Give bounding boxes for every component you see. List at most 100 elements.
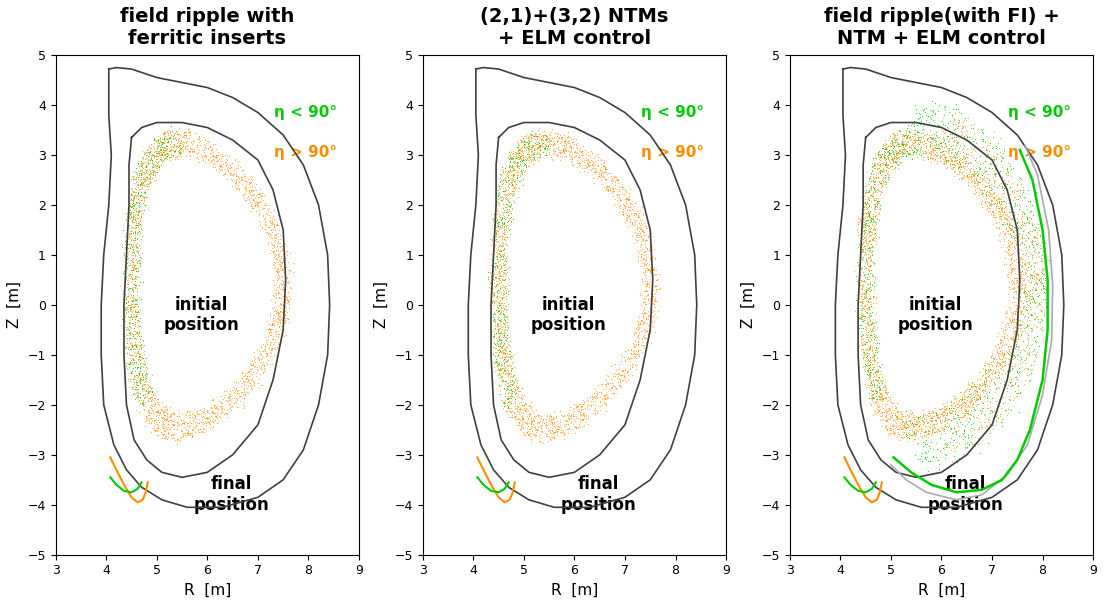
Point bbox=[506, 403, 523, 413]
Point bbox=[864, 191, 882, 201]
Point bbox=[144, 386, 161, 396]
Point bbox=[139, 159, 157, 168]
Point bbox=[564, 160, 582, 170]
Point bbox=[990, 223, 1008, 232]
Point bbox=[167, 133, 184, 143]
Point bbox=[523, 150, 541, 160]
Point bbox=[881, 423, 899, 433]
Point bbox=[166, 410, 183, 419]
Point bbox=[644, 322, 661, 332]
Point bbox=[125, 264, 142, 274]
Point bbox=[985, 199, 1002, 209]
Point bbox=[996, 183, 1013, 193]
Point bbox=[629, 210, 647, 220]
Point bbox=[616, 368, 634, 378]
Point bbox=[537, 141, 554, 151]
Point bbox=[596, 394, 614, 404]
Point bbox=[923, 144, 941, 154]
Point bbox=[936, 154, 954, 163]
Point bbox=[147, 399, 164, 409]
Point bbox=[576, 145, 594, 155]
Point bbox=[231, 393, 248, 402]
Point bbox=[491, 339, 509, 349]
Point bbox=[1019, 364, 1037, 373]
Point bbox=[986, 154, 1004, 164]
Point bbox=[272, 290, 289, 299]
Point bbox=[990, 223, 1008, 232]
Point bbox=[215, 404, 233, 414]
Point bbox=[206, 404, 224, 413]
Point bbox=[533, 427, 551, 437]
Point bbox=[890, 145, 907, 155]
Point bbox=[994, 208, 1011, 217]
Point bbox=[243, 359, 261, 368]
Point bbox=[963, 394, 980, 404]
Point bbox=[944, 407, 962, 416]
Point bbox=[569, 162, 586, 171]
Point bbox=[873, 187, 891, 197]
Point bbox=[1020, 350, 1038, 360]
Point bbox=[1010, 240, 1028, 249]
Point bbox=[526, 147, 543, 157]
Point bbox=[121, 304, 139, 314]
Point bbox=[871, 200, 889, 210]
Point bbox=[538, 134, 555, 143]
Point bbox=[928, 156, 946, 166]
Point bbox=[1025, 332, 1042, 341]
Point bbox=[872, 151, 890, 161]
Point bbox=[965, 188, 983, 198]
Point bbox=[119, 306, 137, 316]
Point bbox=[935, 404, 953, 414]
Point bbox=[1018, 319, 1036, 329]
Point bbox=[514, 165, 532, 175]
Point bbox=[1018, 363, 1036, 373]
Point bbox=[130, 345, 148, 355]
Point bbox=[141, 408, 159, 417]
Point bbox=[141, 178, 159, 188]
Point bbox=[233, 379, 251, 388]
Point bbox=[1031, 231, 1049, 240]
Point bbox=[952, 141, 969, 151]
Point bbox=[125, 389, 142, 399]
Point bbox=[859, 209, 877, 218]
Point bbox=[195, 409, 213, 419]
Point bbox=[636, 247, 654, 257]
Point bbox=[491, 323, 509, 333]
Point bbox=[920, 428, 937, 437]
Point bbox=[131, 398, 149, 408]
Point bbox=[182, 137, 200, 147]
Point bbox=[905, 147, 923, 157]
Point bbox=[857, 241, 874, 251]
Point bbox=[277, 330, 295, 340]
Point bbox=[1022, 206, 1040, 216]
Point bbox=[157, 401, 174, 411]
Point bbox=[965, 411, 983, 421]
Point bbox=[130, 396, 148, 405]
Point bbox=[486, 226, 503, 235]
Point bbox=[856, 292, 873, 302]
Point bbox=[1031, 273, 1049, 283]
X-axis label: R  [m]: R [m] bbox=[551, 583, 598, 598]
Point bbox=[862, 328, 880, 338]
Point bbox=[940, 443, 957, 453]
Point bbox=[265, 284, 283, 293]
Point bbox=[885, 403, 903, 413]
Point bbox=[871, 159, 889, 169]
Point bbox=[265, 224, 283, 234]
Point bbox=[240, 194, 257, 204]
Point bbox=[484, 312, 501, 322]
Point bbox=[190, 134, 208, 143]
Point bbox=[967, 382, 985, 391]
Point bbox=[124, 296, 141, 306]
Point bbox=[958, 442, 976, 451]
Point bbox=[609, 193, 627, 203]
Point bbox=[936, 453, 954, 463]
Point bbox=[985, 356, 1002, 365]
Point bbox=[528, 425, 545, 434]
Point bbox=[521, 431, 539, 440]
Point bbox=[240, 367, 257, 377]
Point bbox=[949, 107, 967, 117]
Point bbox=[629, 325, 647, 335]
Point bbox=[487, 343, 505, 353]
Point bbox=[571, 162, 588, 171]
